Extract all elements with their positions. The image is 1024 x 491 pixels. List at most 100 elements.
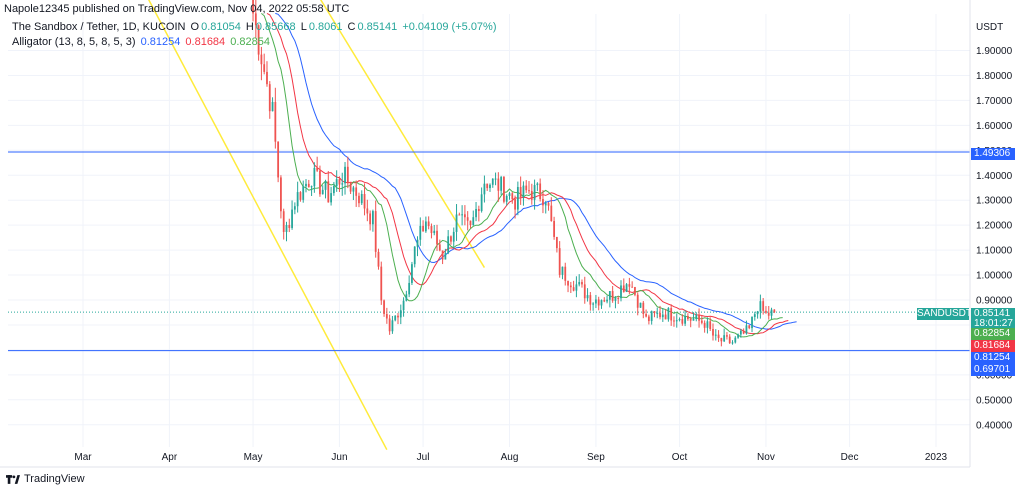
candle-body [659, 312, 661, 318]
candle-body [675, 320, 678, 322]
candle-body [597, 299, 600, 306]
candle-body [293, 206, 296, 210]
candle-body [564, 266, 567, 281]
candle-body [380, 266, 383, 301]
close-label: C [347, 21, 356, 33]
candle-body [263, 64, 266, 72]
candle-body [569, 285, 572, 288]
candle-body [770, 309, 773, 316]
candle-body [472, 217, 475, 226]
candle-body [307, 183, 310, 188]
candle-body [450, 236, 452, 242]
trendline [148, 0, 388, 451]
candle-body [603, 300, 606, 302]
candle-body [530, 190, 533, 200]
x-tick-label: Jun [331, 452, 347, 463]
candle-body [424, 221, 427, 232]
candle-body [408, 282, 411, 295]
candle-body [427, 221, 430, 227]
candle-body [363, 194, 366, 209]
low-value: 0.8061 [308, 21, 343, 33]
candle-body [745, 325, 748, 334]
candle-body [536, 183, 539, 186]
candle-body [558, 248, 561, 275]
candle-body [650, 311, 653, 322]
candle-body [489, 184, 491, 189]
close-value: 0.85141 [357, 21, 398, 33]
candle-body [753, 314, 756, 317]
candle-body [550, 205, 553, 222]
candle-body [767, 312, 770, 316]
candle-body [751, 316, 753, 329]
x-tick-label: Sep [587, 452, 605, 463]
candle-body [511, 193, 514, 200]
candle-body [372, 211, 374, 225]
symbol-legend: The Sandbox / Tether, 1D, KUCOIN O 0.8105… [12, 21, 499, 33]
candle-body [617, 297, 620, 299]
candle-body [494, 178, 497, 180]
candle-body [413, 246, 416, 265]
candle-body [352, 187, 355, 192]
teeth-price-label: 0.81684 [971, 340, 1015, 352]
candle-body [525, 185, 528, 191]
candle-body [461, 214, 464, 216]
candle-body [636, 294, 639, 308]
candle-body [477, 208, 480, 212]
candle-body [773, 309, 776, 313]
candle-body [316, 167, 319, 171]
candle-body [673, 320, 675, 322]
candle-body [689, 319, 692, 321]
candle-body [475, 208, 477, 218]
candle-body [670, 308, 673, 321]
candle-body [561, 266, 564, 275]
y-tick-label: 1.60000 [976, 121, 1013, 132]
high-label: H [245, 21, 254, 33]
x-axis-ticks: Mar Apr May Jun Jul Aug Sep Oct Nov Dec 2023 [74, 452, 947, 463]
candle-body [611, 291, 614, 301]
horizontal-lines [8, 151, 970, 352]
candle-body [455, 214, 458, 232]
candle-body [447, 236, 450, 254]
candle-body [620, 285, 622, 299]
candle-body [575, 284, 578, 291]
x-tick-label: Jul [417, 452, 430, 463]
candle-body [542, 199, 544, 206]
candle-body [698, 314, 700, 321]
candle-body [714, 334, 717, 336]
symbol-tag: SANDUSDT [917, 308, 973, 320]
candle-body [491, 178, 494, 185]
candle-body [709, 321, 712, 329]
candle-body [667, 308, 670, 320]
y-tick-label: 1.80000 [976, 71, 1013, 82]
candle-body [332, 186, 335, 194]
tradingview-brand[interactable]: TradingView [6, 473, 85, 485]
trendline [320, 0, 486, 268]
candle-body [282, 211, 285, 232]
trendlines [148, 0, 486, 451]
candle-body [388, 318, 391, 332]
x-tick-label: 2023 [925, 452, 948, 463]
candle-body [377, 251, 380, 267]
candle-body [335, 179, 338, 187]
candle-body [397, 315, 399, 318]
candle-body [647, 316, 650, 322]
candle-body [539, 183, 542, 200]
x-tick-label: Dec [841, 452, 859, 463]
candle-body [700, 320, 703, 323]
candle-body [374, 211, 377, 252]
candle-body [645, 314, 647, 317]
candle-body [533, 185, 536, 200]
candle-body [628, 284, 631, 287]
candle-body [411, 264, 413, 283]
currency-label: USDT [976, 22, 1003, 33]
candle-body [296, 192, 299, 207]
candle-body [606, 299, 608, 302]
candle-body [402, 300, 405, 311]
y-tick-label: 1.10000 [976, 246, 1013, 257]
candle-body [305, 183, 307, 187]
candle-body [433, 230, 436, 234]
candles [252, 0, 776, 347]
candle-body [271, 101, 274, 112]
candle-body [505, 195, 508, 202]
